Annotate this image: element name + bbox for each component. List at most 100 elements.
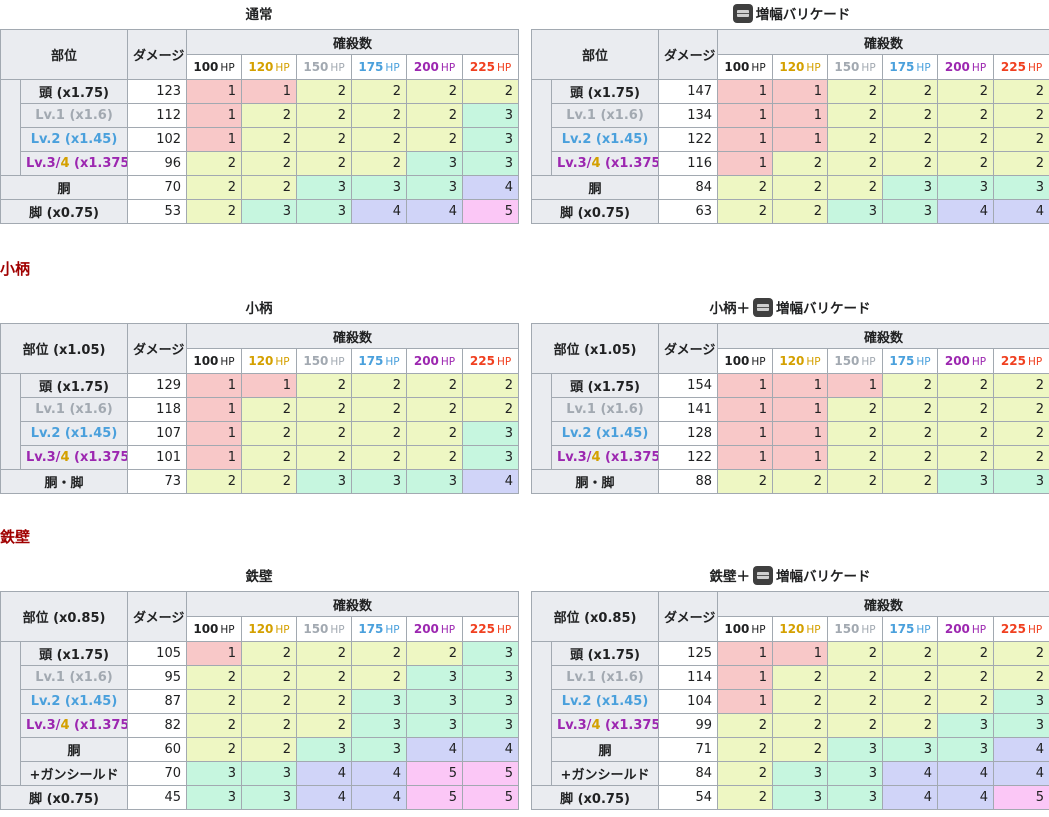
kill-cell: 4 [992,737,1049,762]
ttk-table: 部位 ダメージ 確殺数 100 HP 120 HP 150 HP 175 HP 200 HP 225 HP 頭… [0,29,520,224]
kill-cell: 1 [772,641,828,666]
kill-cell: 2 [296,421,352,446]
hp-header-175: 175 HP [351,54,408,80]
damage-cell: 87 [127,689,187,714]
kill-cell: 2 [827,445,883,470]
row-label: 胴 [551,737,659,762]
damage-cell: 122 [658,445,718,470]
hp-value: 175 [358,60,384,74]
hp-header-150: 150 HP [827,54,884,80]
kill-cell: 3 [937,737,994,762]
lv3-label: Lv.3/ [26,156,61,171]
kill-cell: 3 [462,151,520,176]
part-header: 部位 [0,29,129,80]
kill-cell: 2 [937,665,994,690]
lv3-label: Lv.3/ [26,718,61,733]
kill-cell: 5 [992,785,1049,810]
kill-cell: 2 [882,79,939,104]
kill-cell: 1 [186,397,242,422]
row-label: Lv.2 (x1.45) [20,689,128,714]
row-indent [0,79,21,176]
hp-header-row: 100 HP 120 HP 150 HP 175 HP 200 HP 225 HP [1,616,520,642]
kill-cell: 2 [993,103,1049,128]
kill-cell: 2 [241,641,297,666]
kill-cell: 3 [461,421,520,446]
kill-cell: 3 [827,785,883,810]
kill-cell: 4 [462,175,520,200]
kill-cell: 3 [992,713,1049,738]
damage-table-block: 通常 部位 ダメージ 確殺数 100 HP 120 HP 150 HP 175 HP 200 HP 225 H… [0,0,520,224]
kill-cell: 2 [241,127,298,152]
hp-header-row: 100 HP 120 HP 150 HP 175 HP 200 HP 225 HP [532,616,1049,642]
table-row: 胴 70 2 2 3 3 3 4 [0,175,520,200]
hp-header-175: 175 HP [882,616,938,642]
row-label: 頭 (x1.75) [551,373,659,398]
table-row: 脚 (x0.75) 54 2 3 3 4 4 5 [531,785,1049,810]
kill-cell: 2 [993,151,1049,176]
hp-header-225: 225 HP [992,616,1049,642]
damage-table-block: 鉄壁 部位 (x0.85) ダメージ 確殺数 100 HP 120 HP 150 HP 175 HP 2… [0,562,520,810]
kill-cell: 2 [406,79,464,104]
hp-header-200: 200 HP [937,54,995,80]
damage-cell: 101 [127,445,187,470]
kill-cell: 2 [717,713,773,738]
multiplier-label: (x1.375) [605,718,658,733]
kill-cell: 2 [296,103,353,128]
hp-header-row: 100 HP 120 HP 150 HP 175 HP 200 HP 225 HP [532,54,1049,80]
damage-cell: 118 [127,397,187,422]
row-label: Lv.1 (x1.6) [20,665,128,690]
hp-header-200: 200 HP [406,54,464,80]
hp-value: 225 [469,622,495,636]
kill-cell: 2 [186,665,242,690]
kill-cell: 2 [992,421,1049,446]
row-label: Lv.3/4 (x1.375) [19,151,129,176]
kill-cell: 2 [772,689,828,714]
damage-cell: 102 [127,127,188,152]
kill-cell: 2 [827,469,883,494]
kill-cell: 2 [296,641,352,666]
damage-cell: 63 [658,199,719,224]
hp-header-150: 150 HP [296,54,353,80]
damage-table-block: 増幅バリケード 部位 ダメージ 確殺数 100 HP 120 HP 150 HP 175 HP 200 H… [530,0,1049,224]
multiplier-label: (x1.375) [605,450,658,465]
damage-table-block: 小柄＋ 増幅バリケード 部位 (x1.05) ダメージ 確殺数 100 HP 120 HP 150… [531,294,1049,494]
damage-cell: 128 [658,421,718,446]
hp-header-225: 225 HP [461,616,520,642]
kill-cell: 2 [882,103,939,128]
kill-cell: 2 [241,175,298,200]
damage-cell: 141 [658,397,718,422]
part-header: 部位 [530,29,660,80]
kill-count-header: 確殺数 [716,323,1049,349]
hp-value: 150 [834,60,860,74]
hp-unit: HP [916,356,931,368]
hp-header-225: 225 HP [461,348,520,374]
kill-cell: 1 [717,151,774,176]
hp-unit: HP [751,62,766,74]
kill-cell: 2 [992,445,1049,470]
kill-cell: 3 [241,785,297,810]
caption-text: 増幅バリケード [755,7,851,23]
hp-value: 120 [779,60,805,74]
hp-header-row: 100 HP 120 HP 150 HP 175 HP 200 HP 225 HP [532,348,1049,374]
kill-cell: 2 [992,373,1049,398]
hp-unit: HP [330,62,345,74]
kill-cell: 5 [406,785,463,810]
kill-cell: 2 [937,421,994,446]
kill-cell: 2 [882,689,938,714]
row-label: Lv.2 (x1.45) [19,127,129,152]
table-row: 頭 (x1.75) 125 1 1 2 2 2 2 [531,641,1049,738]
table-row: Lv.1 (x1.6) 112 1 2 2 2 2 3 [1,103,520,128]
kill-cell: 2 [827,397,883,422]
kill-cell: 3 [461,713,520,738]
kill-cell: 1 [772,79,829,104]
kill-cell: 2 [937,127,995,152]
hp-value: 225 [1000,354,1026,368]
kill-cell: 2 [406,421,463,446]
kill-cell: 2 [406,445,463,470]
damage-cell: 95 [127,665,187,690]
damage-cell: 96 [127,151,188,176]
damage-cell: 45 [127,785,187,810]
hp-header-200: 200 HP [406,348,463,374]
kill-cell: 2 [772,469,828,494]
